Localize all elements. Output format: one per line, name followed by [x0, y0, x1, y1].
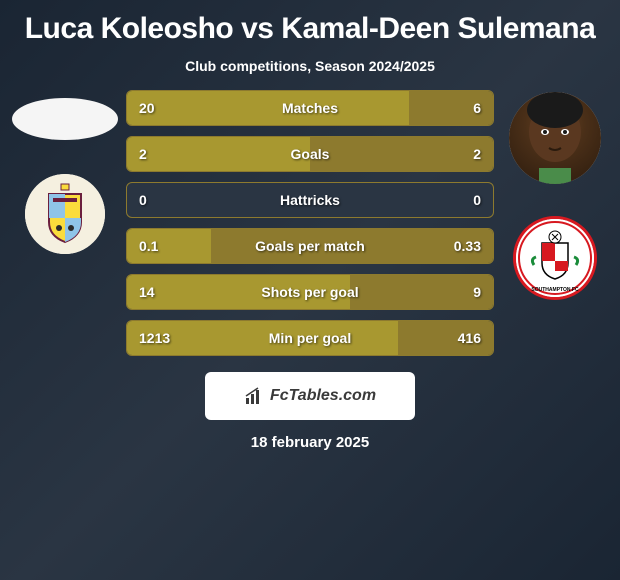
stat-left-value: 1213: [139, 330, 170, 346]
stat-row: 14 Shots per goal 9: [126, 274, 494, 310]
player1-photo: [12, 98, 118, 140]
stat-content: 0.1 Goals per match 0.33: [127, 229, 493, 263]
svg-text:SOUTHAMPTON FC: SOUTHAMPTON FC: [531, 287, 579, 293]
stat-left-value: 14: [139, 284, 155, 300]
comparison-content: 20Matches62Goals20Hattricks00.1Goals per…: [0, 90, 620, 356]
stat-row: 0.1 Goals per match 0.33: [126, 228, 494, 264]
stat-content: 14 Shots per goal 9: [127, 275, 493, 309]
player2-face-icon: [509, 92, 601, 184]
chart-icon: [244, 386, 264, 406]
stat-content: 2 Goals 2: [127, 137, 493, 171]
southampton-crest-icon: SOUTHAMPTON FC: [513, 216, 597, 300]
stat-label: Matches: [282, 100, 338, 116]
stat-label: Goals: [291, 146, 330, 162]
stat-right-value: 0: [473, 192, 481, 208]
fctables-badge: FcTables.com: [205, 372, 415, 420]
stat-right-value: 6: [473, 100, 481, 116]
stat-content: 20 Matches 6: [127, 91, 493, 125]
stats-column: 20Matches62Goals20Hattricks00.1Goals per…: [120, 90, 500, 356]
player2-column: SOUTHAMPTON FC: [500, 90, 610, 356]
stat-right-value: 0.33: [454, 238, 481, 254]
player1-club-badge: [21, 170, 109, 258]
stat-label: Hattricks: [280, 192, 340, 208]
player2-photo: [509, 92, 601, 184]
player2-club-badge: SOUTHAMPTON FC: [511, 214, 599, 302]
stat-left-value: 20: [139, 100, 155, 116]
date-footer: 18 february 2025: [0, 420, 620, 465]
subtitle: Club competitions, Season 2024/2025: [0, 50, 620, 90]
page-title: Luca Koleosho vs Kamal-Deen Sulemana: [0, 0, 620, 50]
stat-content: 0 Hattricks 0: [127, 183, 493, 217]
stat-label: Min per goal: [269, 330, 351, 346]
stat-row: 20 Matches 6: [126, 90, 494, 126]
stat-label: Goals per match: [255, 238, 365, 254]
stat-row: 1213 Min per goal 416: [126, 320, 494, 356]
stat-right-value: 9: [473, 284, 481, 300]
stat-left-value: 0: [139, 192, 147, 208]
stat-row: 0 Hattricks 0: [126, 182, 494, 218]
stat-left-value: 0.1: [139, 238, 158, 254]
stat-label: Shots per goal: [261, 284, 358, 300]
stat-left-value: 2: [139, 146, 147, 162]
stat-content: 1213 Min per goal 416: [127, 321, 493, 355]
fctables-label: FcTables.com: [270, 387, 376, 405]
burnley-crest-icon: [25, 174, 105, 254]
player1-column: [10, 90, 120, 356]
stat-right-value: 416: [458, 330, 481, 346]
stat-right-value: 2: [473, 146, 481, 162]
stat-row: 2 Goals 2: [126, 136, 494, 172]
